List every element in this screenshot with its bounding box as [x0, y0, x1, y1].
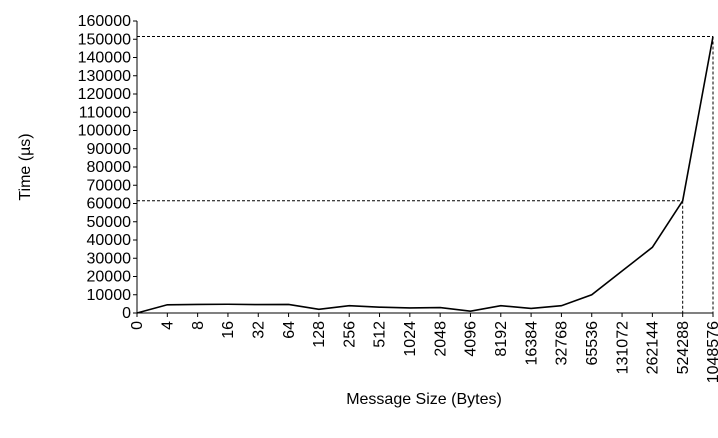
x-tick-label: 128: [311, 321, 328, 348]
y-tick-label: 100000: [78, 123, 131, 140]
y-tick-label: 110000: [79, 104, 131, 121]
y-tick-label: 40000: [87, 232, 132, 249]
x-tick-label: 65536: [584, 321, 601, 366]
x-tick-label: 8192: [493, 321, 510, 357]
data-line: [136, 36, 714, 314]
x-tick-label: 32: [250, 321, 267, 339]
y-tick-label: 160000: [78, 13, 131, 30]
y-tick-label: 20000: [87, 269, 132, 286]
x-tick-label: 64: [281, 321, 298, 339]
y-axis-title: Time (µs): [17, 133, 34, 200]
y-tick-label: 0: [122, 305, 131, 322]
x-tick-label: 32768: [554, 321, 571, 366]
y-tick-label: 80000: [87, 159, 132, 176]
y-tick-label: 60000: [87, 196, 132, 213]
y-tick-label: 90000: [87, 141, 132, 158]
y-tick-label: 140000: [78, 50, 131, 67]
y-tick-label: 150000: [78, 31, 131, 48]
y-tick-label: 50000: [87, 214, 132, 231]
x-axis-title: Message Size (Bytes): [346, 391, 502, 408]
x-tick-label: 4: [160, 321, 177, 330]
x-tick-label: 1048576: [705, 321, 718, 383]
x-tick-label: 524288: [675, 321, 692, 374]
x-tick-label: 8: [190, 321, 207, 330]
x-tick-label: 131072: [614, 321, 631, 374]
x-tick-label: 262144: [645, 321, 662, 374]
y-tick-label: 130000: [78, 68, 131, 85]
x-tick-label: 16: [220, 321, 237, 339]
x-tick-label: 0: [129, 321, 146, 330]
x-tick-label: 16384: [523, 321, 540, 366]
x-tick-label: 1024: [402, 321, 419, 357]
x-tick-label: 4096: [463, 321, 480, 357]
y-tick-label: 30000: [87, 250, 132, 267]
y-tick-label: 10000: [87, 287, 132, 304]
x-tick-label: 2048: [432, 321, 449, 357]
y-tick-label: 70000: [87, 177, 132, 194]
x-tick-label: 512: [372, 321, 389, 348]
x-tick-label: 256: [341, 321, 358, 348]
y-tick-label: 120000: [78, 86, 131, 103]
